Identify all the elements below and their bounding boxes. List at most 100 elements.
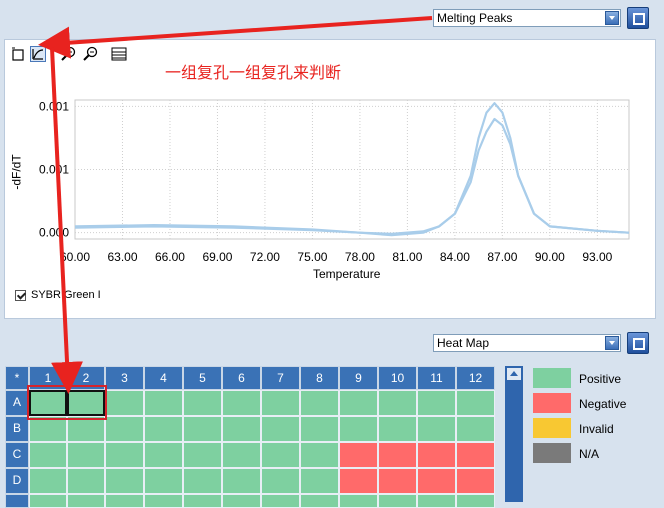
heatmap-select-value: Heat Map bbox=[437, 336, 490, 350]
well-E7[interactable] bbox=[261, 494, 300, 508]
row-header-E[interactable] bbox=[5, 494, 29, 508]
well-B1[interactable] bbox=[29, 416, 67, 442]
row-header-B[interactable]: B bbox=[5, 416, 29, 442]
well-B8[interactable] bbox=[300, 416, 339, 442]
well-B9[interactable] bbox=[339, 416, 378, 442]
column-header-4[interactable]: 4 bbox=[144, 366, 183, 390]
well-A5[interactable] bbox=[183, 390, 222, 416]
column-header-12[interactable]: 12 bbox=[456, 366, 495, 390]
well-C1[interactable] bbox=[29, 442, 67, 468]
chevron-down-icon[interactable] bbox=[605, 11, 619, 25]
zoom-out-icon[interactable] bbox=[83, 46, 99, 62]
well-B11[interactable] bbox=[417, 416, 456, 442]
well-D4[interactable] bbox=[144, 468, 183, 494]
well-B2[interactable] bbox=[67, 416, 105, 442]
maximize-chart-button[interactable] bbox=[627, 7, 649, 29]
column-header-3[interactable]: 3 bbox=[105, 366, 144, 390]
well-B7[interactable] bbox=[261, 416, 300, 442]
well-C5[interactable] bbox=[183, 442, 222, 468]
well-A6[interactable] bbox=[222, 390, 261, 416]
well-D5[interactable] bbox=[183, 468, 222, 494]
well-B3[interactable] bbox=[105, 416, 144, 442]
well-C10[interactable] bbox=[378, 442, 417, 468]
well-D9[interactable] bbox=[339, 468, 378, 494]
well-E12[interactable] bbox=[456, 494, 495, 508]
well-E8[interactable] bbox=[300, 494, 339, 508]
well-B4[interactable] bbox=[144, 416, 183, 442]
row-header-C[interactable]: C bbox=[5, 442, 29, 468]
well-B6[interactable] bbox=[222, 416, 261, 442]
well-C7[interactable] bbox=[261, 442, 300, 468]
column-header-9[interactable]: 9 bbox=[339, 366, 378, 390]
chart-view-select[interactable]: Melting Peaks bbox=[433, 9, 621, 27]
well-E2[interactable] bbox=[67, 494, 105, 508]
annotation-text: 一组复孔一组复孔来判断 bbox=[165, 63, 342, 82]
sybr-green-label: SYBR Green I bbox=[31, 289, 101, 301]
well-D12[interactable] bbox=[456, 468, 495, 494]
row-header-A[interactable]: A bbox=[5, 390, 29, 416]
well-C9[interactable] bbox=[339, 442, 378, 468]
y-tick-label: 0.000 bbox=[39, 226, 69, 240]
well-E1[interactable] bbox=[29, 494, 67, 508]
well-A10[interactable] bbox=[378, 390, 417, 416]
chevron-down-icon[interactable] bbox=[605, 336, 619, 350]
well-D10[interactable] bbox=[378, 468, 417, 494]
well-A4[interactable] bbox=[144, 390, 183, 416]
replicate-group-highlight bbox=[27, 385, 107, 420]
heatmap-scrollbar[interactable] bbox=[505, 366, 523, 502]
column-header-10[interactable]: 10 bbox=[378, 366, 417, 390]
well-E10[interactable] bbox=[378, 494, 417, 508]
column-header-5[interactable]: 5 bbox=[183, 366, 222, 390]
well-A9[interactable] bbox=[339, 390, 378, 416]
well-D11[interactable] bbox=[417, 468, 456, 494]
column-header-11[interactable]: 11 bbox=[417, 366, 456, 390]
well-E9[interactable] bbox=[339, 494, 378, 508]
well-C11[interactable] bbox=[417, 442, 456, 468]
heatmap-select[interactable]: Heat Map bbox=[433, 334, 621, 352]
well-A8[interactable] bbox=[300, 390, 339, 416]
well-C6[interactable] bbox=[222, 442, 261, 468]
x-axis-title: Temperature bbox=[313, 267, 381, 281]
column-header-7[interactable]: 7 bbox=[261, 366, 300, 390]
well-D3[interactable] bbox=[105, 468, 144, 494]
well-A1[interactable] bbox=[29, 390, 67, 416]
row-header-D[interactable]: D bbox=[5, 468, 29, 494]
well-E11[interactable] bbox=[417, 494, 456, 508]
column-header-8[interactable]: 8 bbox=[300, 366, 339, 390]
well-A12[interactable] bbox=[456, 390, 495, 416]
melting-peaks-chart: 60.00 63.00 66.00 69.00 72.00 75.00 78.00 81.00… bbox=[39, 99, 630, 264]
well-D7[interactable] bbox=[261, 468, 300, 494]
well-A3[interactable] bbox=[105, 390, 144, 416]
well-E3[interactable] bbox=[105, 494, 144, 508]
well-B5[interactable] bbox=[183, 416, 222, 442]
well-D8[interactable] bbox=[300, 468, 339, 494]
select-icon[interactable] bbox=[11, 46, 27, 62]
legend-invalid-label: Invalid bbox=[579, 422, 614, 436]
x-tick-label: 87.00 bbox=[487, 250, 517, 264]
maximize-heatmap-button[interactable] bbox=[627, 332, 649, 354]
well-C4[interactable] bbox=[144, 442, 183, 468]
well-C8[interactable] bbox=[300, 442, 339, 468]
well-D6[interactable] bbox=[222, 468, 261, 494]
well-A7[interactable] bbox=[261, 390, 300, 416]
well-E6[interactable] bbox=[222, 494, 261, 508]
x-tick-label: 60.00 bbox=[60, 250, 90, 264]
column-header-6[interactable]: 6 bbox=[222, 366, 261, 390]
well-D2[interactable] bbox=[67, 468, 105, 494]
scroll-up-icon[interactable] bbox=[507, 368, 521, 380]
well-C12[interactable] bbox=[456, 442, 495, 468]
table-icon[interactable] bbox=[111, 46, 127, 62]
well-B10[interactable] bbox=[378, 416, 417, 442]
sybr-green-checkbox[interactable] bbox=[15, 290, 26, 301]
well-E4[interactable] bbox=[144, 494, 183, 508]
well-C2[interactable] bbox=[67, 442, 105, 468]
x-tick-label: 81.00 bbox=[392, 250, 422, 264]
well-B12[interactable] bbox=[456, 416, 495, 442]
well-C3[interactable] bbox=[105, 442, 144, 468]
well-A2[interactable] bbox=[67, 390, 105, 416]
well-E5[interactable] bbox=[183, 494, 222, 508]
x-tick-label: 78.00 bbox=[345, 250, 375, 264]
well-D1[interactable] bbox=[29, 468, 67, 494]
plate-corner-header[interactable]: * bbox=[5, 366, 29, 390]
well-A11[interactable] bbox=[417, 390, 456, 416]
